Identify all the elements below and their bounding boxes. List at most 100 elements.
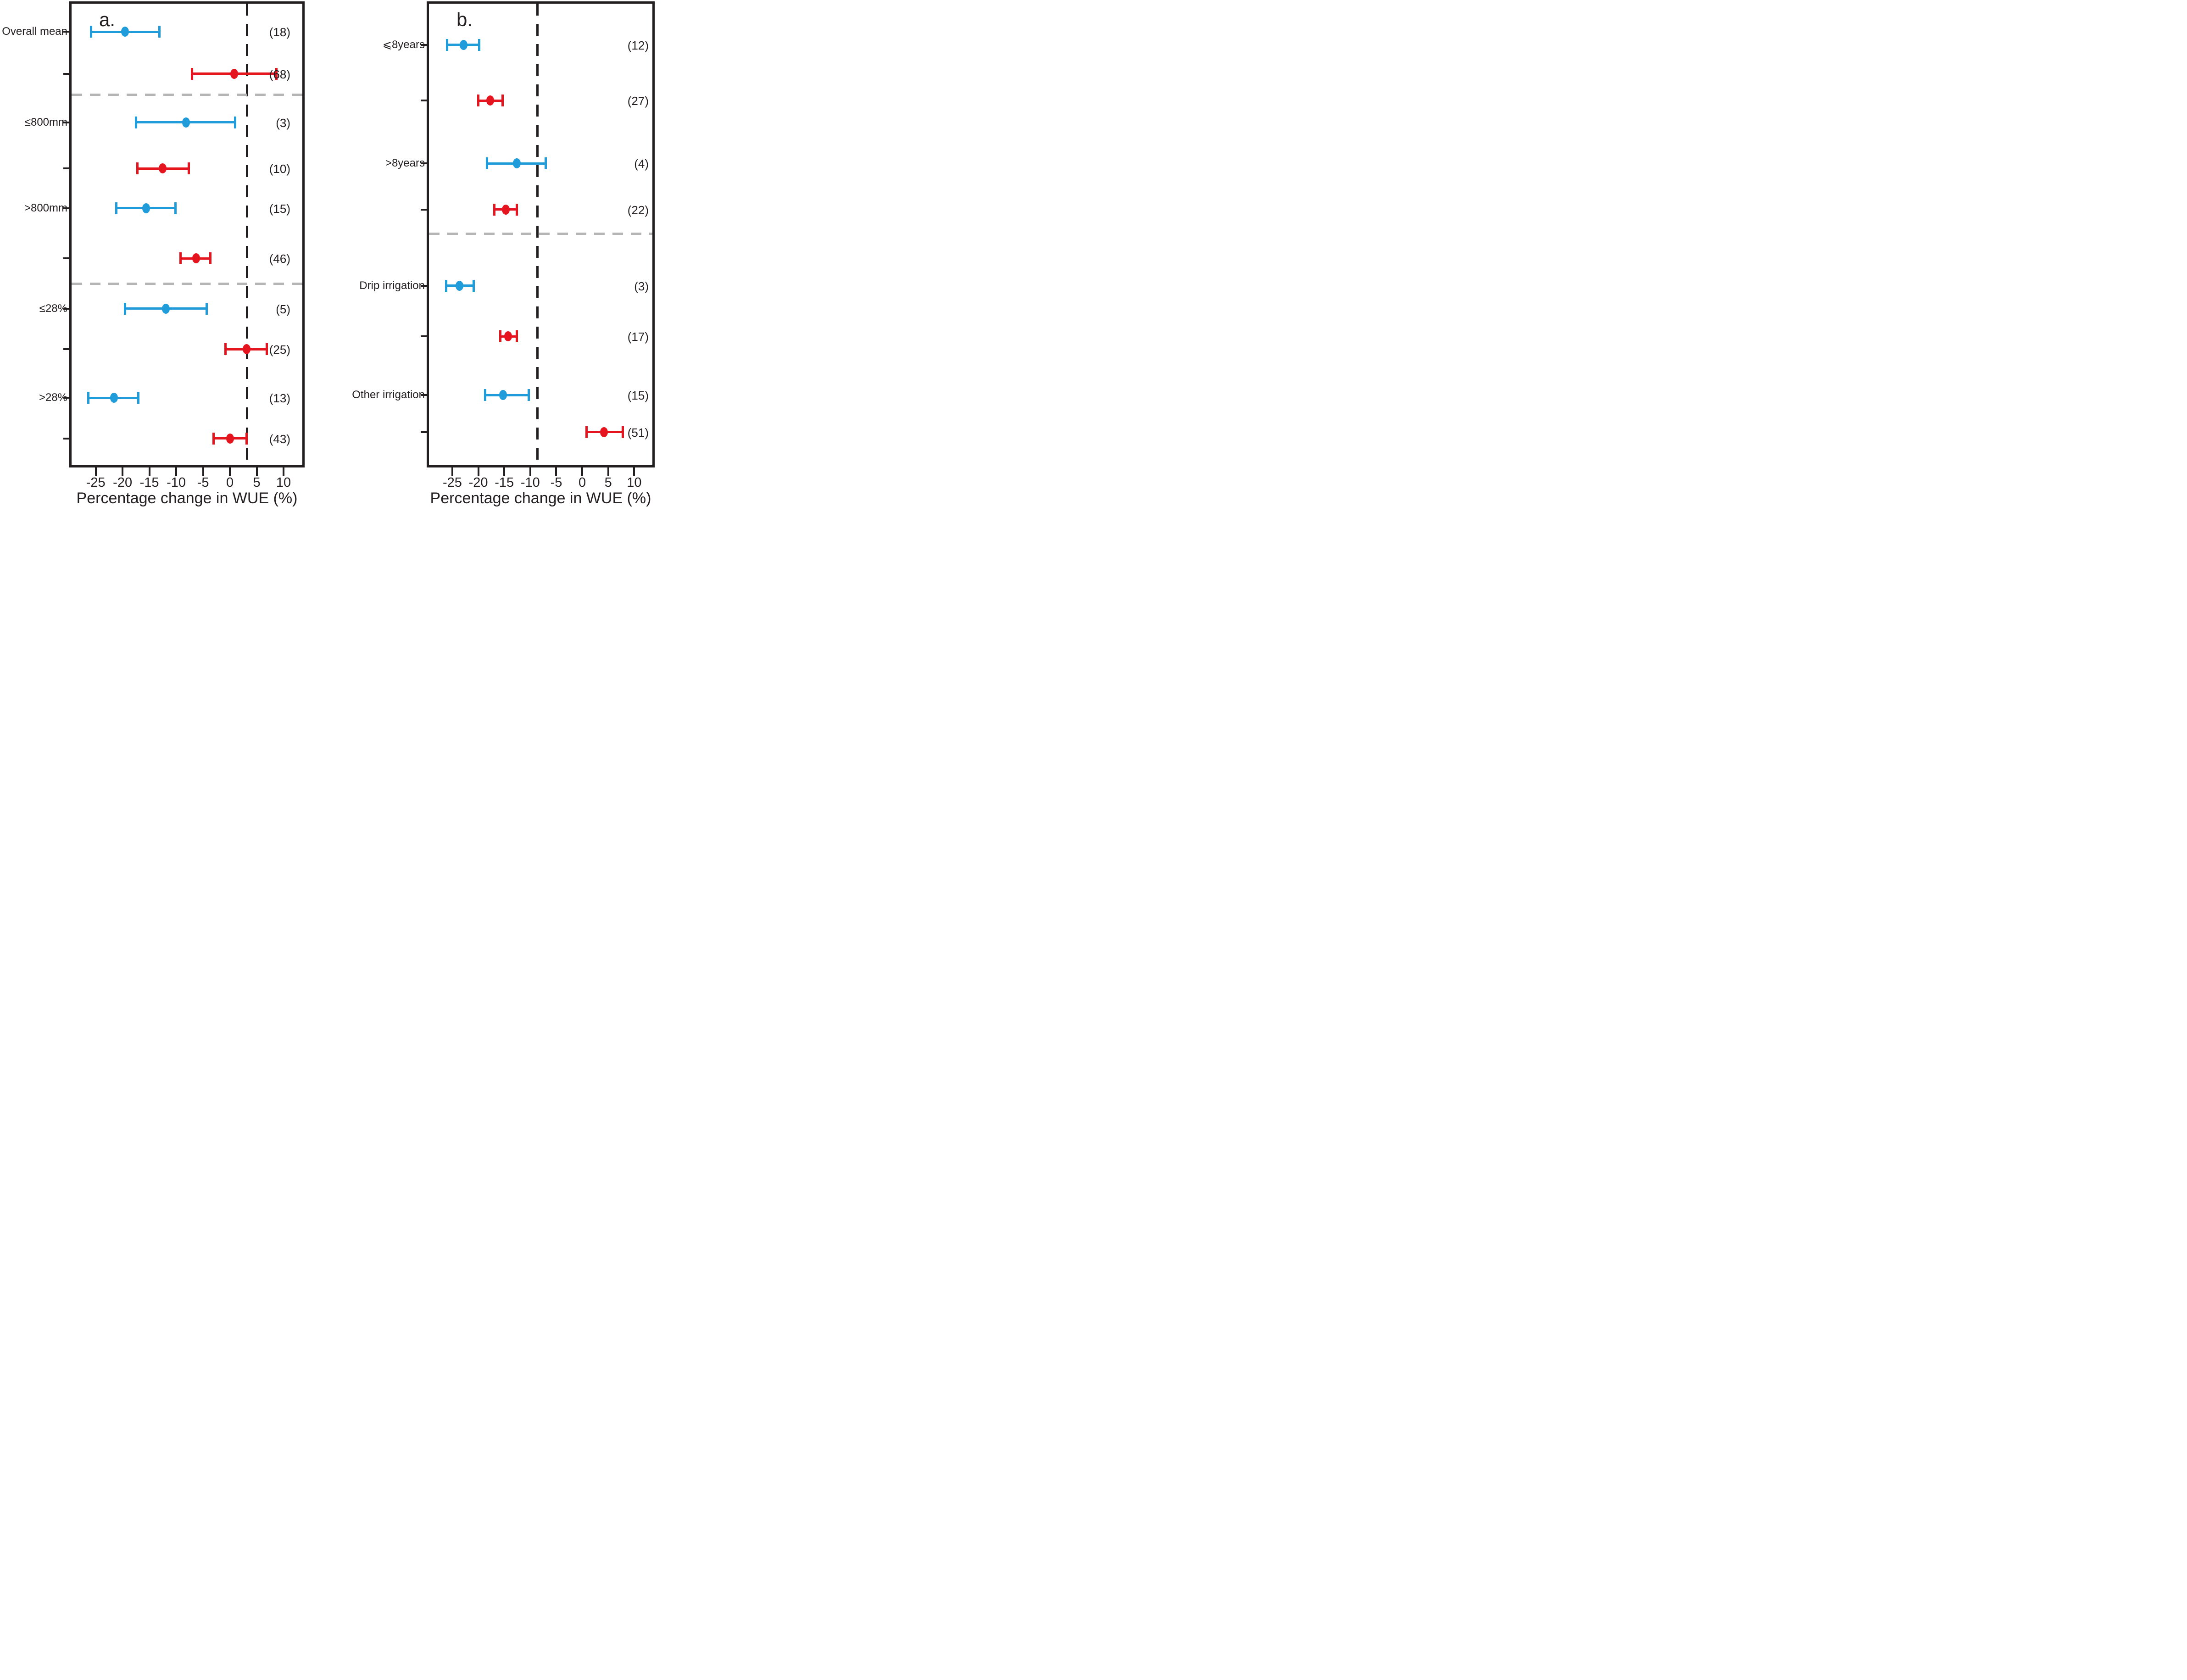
y-axis-row-tick xyxy=(421,100,427,102)
y-axis-row-tick xyxy=(63,207,69,209)
y-axis-row-tick xyxy=(63,257,69,260)
x-axis-tick-label: 10 xyxy=(627,475,642,490)
y-axis-row-tick xyxy=(63,72,69,75)
sample-count: (25) xyxy=(269,343,290,357)
mean-marker xyxy=(512,158,521,169)
mean-marker xyxy=(499,390,507,401)
y-axis-row-tick xyxy=(63,437,69,439)
row-label: ≤28% xyxy=(39,302,67,315)
row-label: Other irrigation xyxy=(352,389,425,401)
ci-cap-right xyxy=(527,389,530,401)
x-axis-tick-label: -10 xyxy=(167,475,186,490)
mean-marker xyxy=(502,204,510,215)
sample-count: (43) xyxy=(269,432,290,446)
sample-count: (51) xyxy=(627,425,649,439)
x-axis-tick xyxy=(529,467,531,476)
mean-marker xyxy=(504,331,512,342)
reference-dashed-line xyxy=(246,4,248,465)
ci-cap-left xyxy=(212,432,215,445)
y-axis-row-tick xyxy=(421,335,427,338)
panel-b-x-axis-title: Percentage change in WUE (%) xyxy=(430,490,651,507)
panel-a: a. Percentage change in WUE (%) Overall … xyxy=(2,1,305,507)
ci-cap-right xyxy=(234,116,237,128)
y-axis-row-tick xyxy=(421,162,427,165)
x-axis-tick-label: 5 xyxy=(253,475,261,490)
forest-plot-figure: a. Percentage change in WUE (%) Overall … xyxy=(0,0,656,507)
x-axis-tick xyxy=(256,467,258,476)
y-axis-row-tick xyxy=(421,44,427,46)
x-axis-tick-label: -5 xyxy=(197,475,209,490)
mean-marker xyxy=(142,203,150,213)
x-axis-tick xyxy=(122,467,124,476)
y-axis-row-tick xyxy=(63,348,69,350)
ci-cap-left xyxy=(179,252,182,265)
y-axis-row-tick xyxy=(63,121,69,123)
mean-marker xyxy=(159,163,167,174)
ci-cap-right xyxy=(206,302,208,315)
ci-cap-left xyxy=(190,67,193,80)
y-axis-row-tick xyxy=(421,431,427,433)
row-label: ≤800mm xyxy=(24,116,67,128)
ci-cap-right xyxy=(266,343,268,356)
sample-count: (18) xyxy=(269,25,290,39)
x-axis-tick xyxy=(503,467,506,476)
ci-cap-left xyxy=(89,26,92,38)
sample-count: (22) xyxy=(627,203,649,217)
row-label: Overall mean xyxy=(2,25,67,38)
y-axis-row-tick xyxy=(63,307,69,310)
x-axis-tick-label: -25 xyxy=(86,475,106,490)
x-axis-tick-label: 10 xyxy=(276,475,291,490)
sample-count: (15) xyxy=(269,201,290,216)
group-separator-line xyxy=(72,93,302,96)
ci-cap-right xyxy=(501,95,504,107)
group-separator-line xyxy=(429,233,652,235)
mean-marker xyxy=(182,117,190,128)
row-label: >8years xyxy=(385,157,425,170)
x-axis-tick xyxy=(581,467,584,476)
mean-marker xyxy=(600,427,608,437)
sample-count: (13) xyxy=(269,391,290,406)
sample-count: (68) xyxy=(269,67,290,81)
ci-cap-right xyxy=(137,392,139,404)
mean-marker xyxy=(121,27,129,37)
ci-cap-right xyxy=(472,279,475,292)
mean-marker xyxy=(226,433,234,444)
y-axis-row-tick xyxy=(63,31,69,33)
ci-cap-left xyxy=(486,157,489,170)
sample-count: (27) xyxy=(627,94,649,108)
ci-cap-right xyxy=(545,157,547,170)
sample-count: (4) xyxy=(634,157,649,171)
ci-cap-right xyxy=(158,26,161,38)
y-axis-row-tick xyxy=(63,397,69,399)
sample-count: (3) xyxy=(276,116,290,130)
panel-a-x-axis-title: Percentage change in WUE (%) xyxy=(76,490,298,507)
y-axis-row-tick xyxy=(421,394,427,396)
ci-cap-right xyxy=(187,162,190,175)
x-axis-tick-label: -15 xyxy=(139,475,159,490)
sample-count: (3) xyxy=(634,279,649,293)
x-axis-tick xyxy=(477,467,479,476)
x-axis-tick xyxy=(175,467,178,476)
ci-cap-right xyxy=(478,39,481,51)
x-axis-tick xyxy=(555,467,557,476)
x-axis-tick-label: 0 xyxy=(579,475,586,490)
mean-marker xyxy=(162,303,170,314)
ci-cap-right xyxy=(174,202,177,214)
y-axis-row-tick xyxy=(63,167,69,170)
x-axis-tick xyxy=(283,467,285,476)
x-axis-tick-label: 5 xyxy=(604,475,612,490)
ci-cap-left xyxy=(136,162,139,175)
sample-count: (5) xyxy=(276,302,290,316)
row-label: >28% xyxy=(39,391,67,404)
mean-marker xyxy=(110,393,118,403)
ci-cap-right xyxy=(245,432,248,445)
ci-cap-left xyxy=(446,39,449,51)
sample-count: (17) xyxy=(627,330,649,344)
ci-cap-left xyxy=(87,392,89,404)
sample-count: (10) xyxy=(269,162,290,176)
mean-marker xyxy=(230,68,238,79)
ci-cap-right xyxy=(515,203,518,216)
x-axis-tick xyxy=(202,467,204,476)
ci-cap-left xyxy=(115,202,117,214)
ci-cap-left xyxy=(134,116,137,128)
